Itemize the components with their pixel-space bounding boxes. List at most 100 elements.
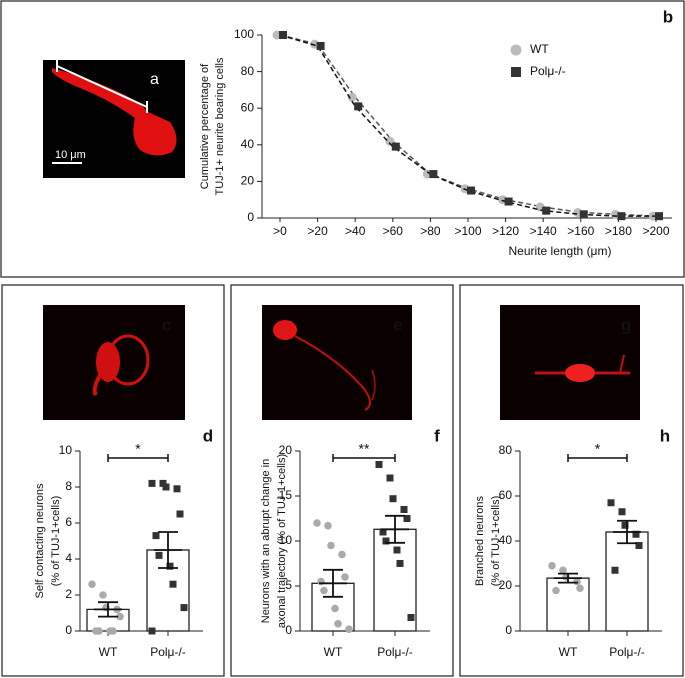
- significance-label: *: [135, 441, 141, 457]
- point: [279, 31, 287, 39]
- point: [386, 474, 394, 482]
- point: [635, 542, 643, 549]
- x-tick-label: >0: [273, 224, 287, 238]
- x-tick-label: >60: [383, 224, 404, 238]
- point: [331, 604, 339, 613]
- point: [180, 604, 188, 612]
- error-bar: [319, 568, 347, 598]
- panel-box: [0, 0, 685, 278]
- point: [467, 186, 475, 195]
- panel-label: d: [203, 426, 213, 445]
- point: [559, 566, 567, 575]
- y-tick-label: 5: [285, 578, 292, 592]
- y-tick-label: 10: [279, 533, 293, 547]
- point: [176, 510, 184, 518]
- point: [389, 495, 397, 503]
- y-tick-label: 80: [241, 64, 255, 78]
- panel-label: a: [150, 71, 159, 88]
- point: [148, 627, 156, 635]
- y-tick-label: 0: [285, 623, 292, 637]
- point: [148, 479, 156, 487]
- x-tick-label: >20: [307, 224, 328, 238]
- legend-label: Polμ-/-: [530, 64, 566, 78]
- y-tick-label: 40: [241, 137, 255, 151]
- legend-marker: [510, 44, 522, 56]
- panel-label: c: [162, 315, 171, 334]
- point: [617, 212, 626, 221]
- significance-bracket: [107, 454, 169, 462]
- point: [166, 562, 174, 570]
- point: [632, 530, 640, 538]
- point: [345, 625, 353, 633]
- significance-bracket: [332, 454, 396, 462]
- point: [324, 521, 332, 530]
- point: [400, 506, 408, 513]
- point: [542, 206, 551, 215]
- point: [327, 541, 335, 550]
- point: [173, 485, 181, 493]
- point: [347, 92, 357, 102]
- point: [341, 573, 349, 581]
- point: [403, 515, 411, 522]
- y-tick-label: 15: [279, 488, 293, 502]
- point: [338, 550, 346, 559]
- point: [379, 528, 387, 536]
- y-tick-label: 20: [279, 443, 293, 457]
- panel-box: [230, 284, 454, 677]
- point: [579, 210, 588, 219]
- x-tick-label: Polμ-/-: [377, 645, 413, 659]
- error-bar: [554, 572, 582, 584]
- error-bar: [94, 601, 122, 618]
- y-tick-label: 100: [234, 27, 254, 41]
- error-bar: [154, 531, 182, 569]
- y-tick-label: 60: [499, 488, 513, 502]
- y-tick-label: 20: [241, 174, 255, 188]
- point: [621, 521, 629, 529]
- y-axis-label: axonal trajectory (% of TUJ-1+cells): [276, 454, 288, 628]
- point: [88, 580, 96, 588]
- micrograph-c: c: [43, 305, 185, 420]
- x-tick-label: >200: [642, 224, 669, 238]
- y-axis-label: (% of TUJ-1+cells): [50, 496, 62, 587]
- point: [116, 612, 124, 621]
- point: [607, 499, 615, 507]
- y-tick-label: 60: [241, 100, 255, 114]
- y-tick-label: 0: [505, 623, 512, 637]
- point: [576, 584, 584, 593]
- panel-label: h: [660, 426, 670, 445]
- point: [320, 586, 328, 595]
- legend-marker: [511, 67, 521, 77]
- y-tick-label: 2: [65, 587, 72, 601]
- point: [316, 41, 325, 50]
- point: [99, 591, 107, 599]
- point: [611, 566, 619, 574]
- error-bar: [613, 519, 641, 545]
- point: [552, 586, 560, 595]
- y-tick-label: 6: [65, 515, 72, 529]
- point: [152, 532, 160, 540]
- x-tick-label: >160: [567, 224, 594, 238]
- point: [393, 546, 401, 554]
- panel-label: e: [393, 315, 402, 334]
- point: [375, 461, 383, 468]
- point: [334, 620, 342, 628]
- micrograph-e: e: [262, 305, 412, 420]
- point: [95, 627, 103, 635]
- significance-label: **: [359, 441, 370, 457]
- point: [159, 479, 167, 487]
- y-axis-label: TUJ-1+ neurite bearing cells: [214, 57, 226, 195]
- point: [407, 614, 415, 621]
- y-tick-label: 80: [499, 443, 513, 457]
- panel-box: [459, 284, 684, 677]
- point: [162, 483, 170, 491]
- y-axis-label: Self contacting neurons: [34, 483, 46, 598]
- scale-bar-label: 10 μm: [55, 149, 86, 161]
- panel-box: [1, 284, 225, 677]
- panel-label: f: [434, 426, 440, 445]
- y-tick-label: 40: [499, 533, 513, 547]
- point: [155, 551, 163, 559]
- x-tick-label: WT: [559, 645, 578, 659]
- point: [504, 197, 513, 206]
- legend-label: WT: [530, 42, 549, 56]
